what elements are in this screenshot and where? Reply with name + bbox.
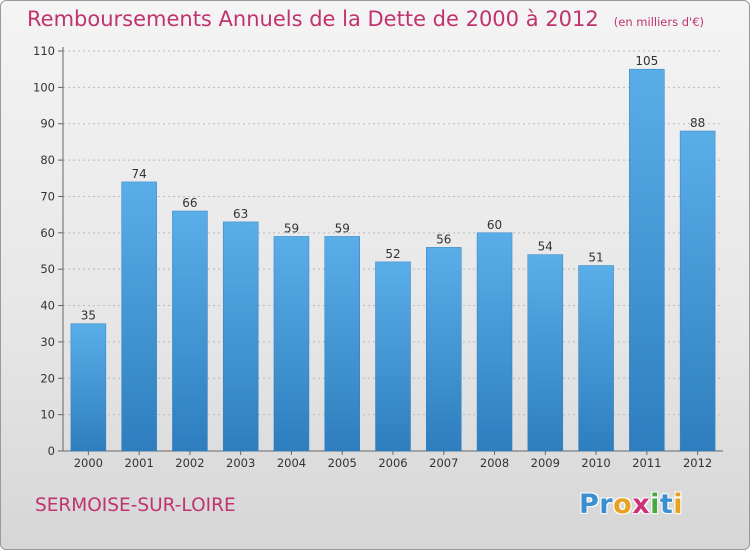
y-tick-label: 100 xyxy=(33,80,55,94)
x-tick-label: 2007 xyxy=(429,456,458,470)
y-tick-label: 20 xyxy=(40,371,55,385)
logo-letter: t xyxy=(659,489,674,520)
x-tick-label: 2003 xyxy=(226,456,255,470)
data-label: 88 xyxy=(690,116,705,130)
bar xyxy=(121,181,157,452)
x-tick-label: 2006 xyxy=(378,456,407,470)
data-label: 35 xyxy=(81,309,96,323)
data-label: 52 xyxy=(385,247,400,261)
bar xyxy=(527,254,564,452)
x-tick-label: 2001 xyxy=(125,456,154,470)
logo-letter: o xyxy=(613,489,633,520)
y-tick-label: 70 xyxy=(40,189,55,203)
y-tick-label: 10 xyxy=(40,408,55,422)
x-tick-label: 2004 xyxy=(277,456,306,470)
x-tick-label: 2009 xyxy=(531,456,560,470)
chart-title-main: Remboursements Annuels de la Dette de 20… xyxy=(27,7,599,31)
bar xyxy=(426,247,462,452)
x-tick-label: 2000 xyxy=(74,456,103,470)
bar xyxy=(324,236,360,452)
y-tick-label: 60 xyxy=(40,226,55,240)
logo-letter: x xyxy=(632,489,651,520)
x-tick-label: 2005 xyxy=(328,456,357,470)
data-label: 59 xyxy=(335,221,350,235)
data-label: 105 xyxy=(635,54,658,68)
labels: 0 10 20 30 40 50 60 70 80 90 100 110 2000 35 2001 74 200… xyxy=(33,44,712,470)
bars xyxy=(70,68,716,452)
logo-letter: P xyxy=(579,489,600,520)
y-tick-label: 0 xyxy=(48,444,55,458)
y-tick-label: 50 xyxy=(40,262,55,276)
bar xyxy=(222,221,259,452)
y-tick-label: 40 xyxy=(40,299,55,313)
chart-title: Remboursements Annuels de la Dette de 20… xyxy=(27,7,704,31)
y-tick-label: 110 xyxy=(33,44,55,58)
town-name: SERMOISE-SUR-LOIRE xyxy=(35,495,236,516)
bar xyxy=(172,210,208,452)
x-tick-label: 2011 xyxy=(632,456,661,470)
y-tick-label: 80 xyxy=(40,153,55,167)
data-label: 54 xyxy=(538,240,553,254)
data-label: 56 xyxy=(436,232,451,246)
data-label: 66 xyxy=(182,196,197,210)
logo-letter: i xyxy=(673,489,684,520)
data-label: 74 xyxy=(132,167,147,181)
bar xyxy=(70,323,107,452)
chart-title-unit: (en milliers d'€) xyxy=(613,15,704,29)
data-label: 63 xyxy=(233,207,248,221)
x-tick-label: 2008 xyxy=(480,456,509,470)
y-tick-label: 90 xyxy=(40,117,55,131)
bar xyxy=(273,236,310,452)
y-tick-label: 30 xyxy=(40,335,55,349)
proxiti-logo: Proxiti xyxy=(579,489,683,520)
bar xyxy=(629,68,665,452)
bar xyxy=(375,261,411,452)
logo-letter: r xyxy=(599,489,614,520)
data-label: 60 xyxy=(487,218,502,232)
data-label: 51 xyxy=(588,251,603,265)
x-tick-label: 2012 xyxy=(683,456,712,470)
bar xyxy=(578,265,614,452)
x-tick-label: 2002 xyxy=(175,456,204,470)
bar xyxy=(679,130,716,452)
bar xyxy=(476,232,513,452)
data-label: 59 xyxy=(284,221,299,235)
x-tick-label: 2010 xyxy=(581,456,610,470)
logo-letter: i xyxy=(650,489,660,520)
